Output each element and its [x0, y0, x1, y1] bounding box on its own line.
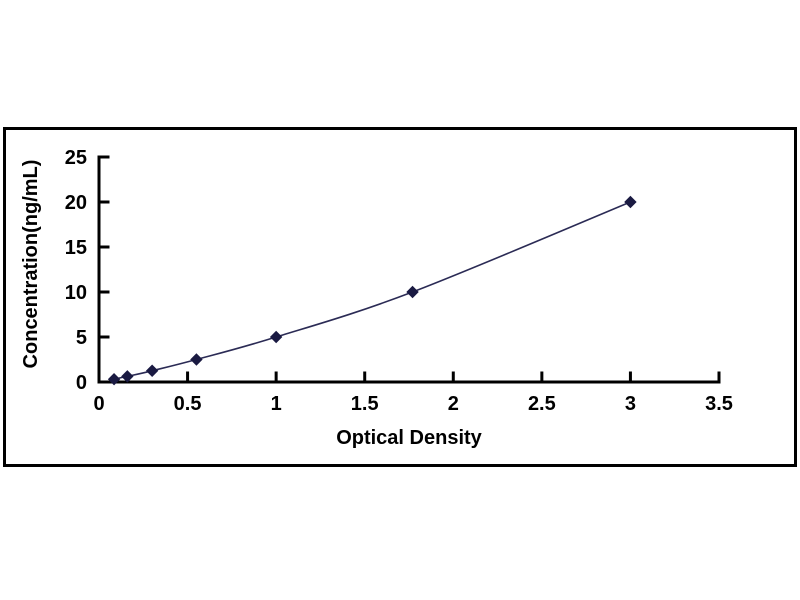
chart-frame: 0 0.5 1 1.5 2 2.5 3 3.5 0 5 10 15 20 25 Optical Densi… — [3, 127, 797, 467]
x-tick-label: 0.5 — [174, 393, 202, 415]
x-axis-title: Optical Density — [336, 427, 482, 449]
x-tick-label: 0 — [93, 393, 104, 415]
x-tick-label: 3 — [625, 393, 636, 415]
data-point-marker — [624, 195, 637, 209]
x-tick-label: 2.5 — [528, 393, 556, 415]
series-line — [113, 201, 631, 380]
plot-svg: 0 0.5 1 1.5 2 2.5 3 3.5 0 5 10 15 20 25 Optical Densi… — [20, 147, 733, 449]
data-point-marker — [190, 353, 203, 366]
data-point-marker — [121, 370, 134, 383]
y-axis-title: Concentration(ng/mL) — [20, 160, 42, 369]
y-tick-label: 20 — [65, 192, 87, 214]
y-tick-label: 0 — [76, 372, 87, 394]
generated-plot: 0 0.5 1 1.5 2 2.5 3 3.5 0 5 10 15 20 25 — [65, 147, 733, 415]
y-tick-label: 25 — [65, 147, 87, 169]
x-tick-label: 1 — [271, 393, 282, 415]
data-point-marker — [145, 364, 159, 377]
data-point-marker — [107, 372, 121, 386]
y-tick-label: 10 — [65, 282, 87, 304]
x-tick-label: 3.5 — [705, 393, 733, 415]
data-point-marker — [269, 330, 283, 344]
x-tick-label: 1.5 — [351, 393, 379, 415]
data-point-marker — [406, 285, 419, 299]
y-tick-label: 5 — [76, 327, 87, 349]
x-tick-label: 2 — [448, 393, 459, 415]
y-tick-label: 15 — [65, 237, 87, 259]
